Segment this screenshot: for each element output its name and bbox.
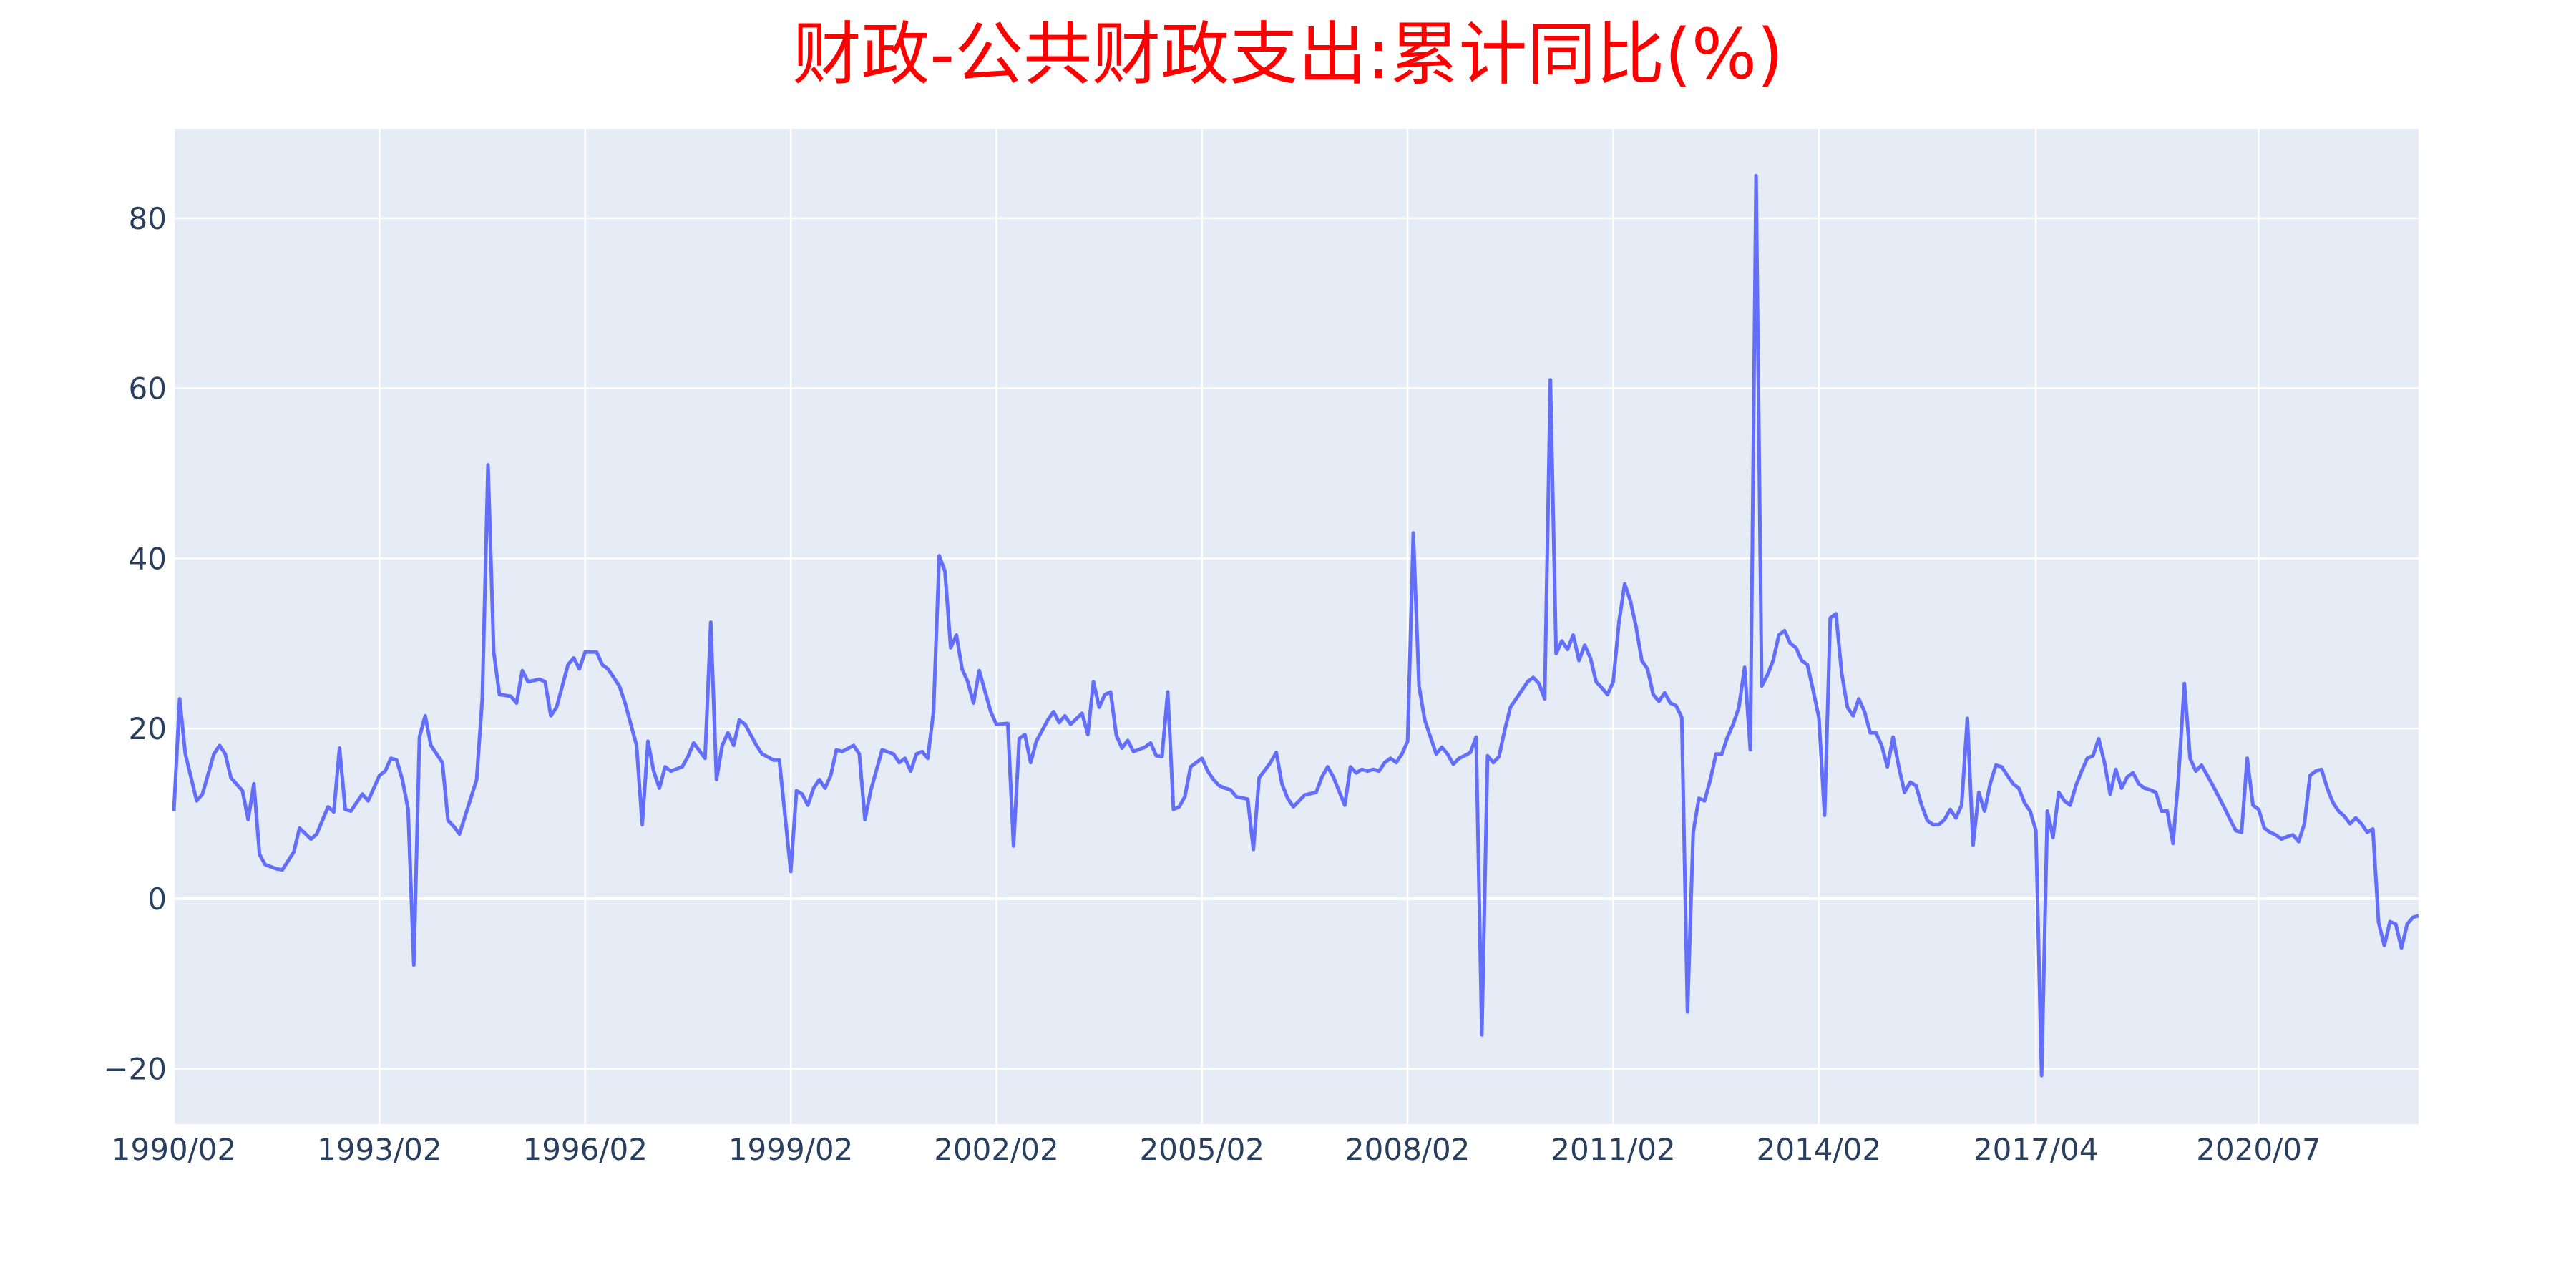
y-tick-label: 0 [147, 882, 167, 917]
x-tick-label: 2002/02 [934, 1132, 1058, 1167]
chart-title: 财政-公共财政支出:累计同比(%) [792, 14, 1784, 94]
axis-ticks: −20 0 20 40 60 80 1990/02 1993/02 1996/02 1999/02… [103, 201, 2321, 1167]
x-tick-label: 1996/02 [522, 1132, 647, 1167]
x-tick-label: 2020/07 [2196, 1132, 2321, 1167]
x-tick-label: 1993/02 [317, 1132, 441, 1167]
series-layer [172, 173, 2419, 1078]
series-line [172, 173, 2419, 1078]
x-tick-label: 2008/02 [1345, 1132, 1470, 1167]
y-tick-label: 20 [129, 711, 167, 746]
x-tick-label: 2005/02 [1140, 1132, 1264, 1167]
x-tick-label: 2011/02 [1551, 1132, 1675, 1167]
x-tick-label: 2014/02 [1757, 1132, 1881, 1167]
plot-area [174, 129, 2419, 1124]
y-tick-label: 60 [129, 371, 167, 406]
y-tick-label: −20 [103, 1052, 167, 1087]
x-tick-label: 1999/02 [728, 1132, 853, 1167]
y-tick-label: 40 [129, 541, 167, 576]
y-tick-label: 80 [129, 201, 167, 236]
gridlines [172, 129, 2419, 1124]
x-tick-label: 2017/04 [1974, 1132, 2098, 1167]
x-tick-label: 1990/02 [112, 1132, 236, 1167]
